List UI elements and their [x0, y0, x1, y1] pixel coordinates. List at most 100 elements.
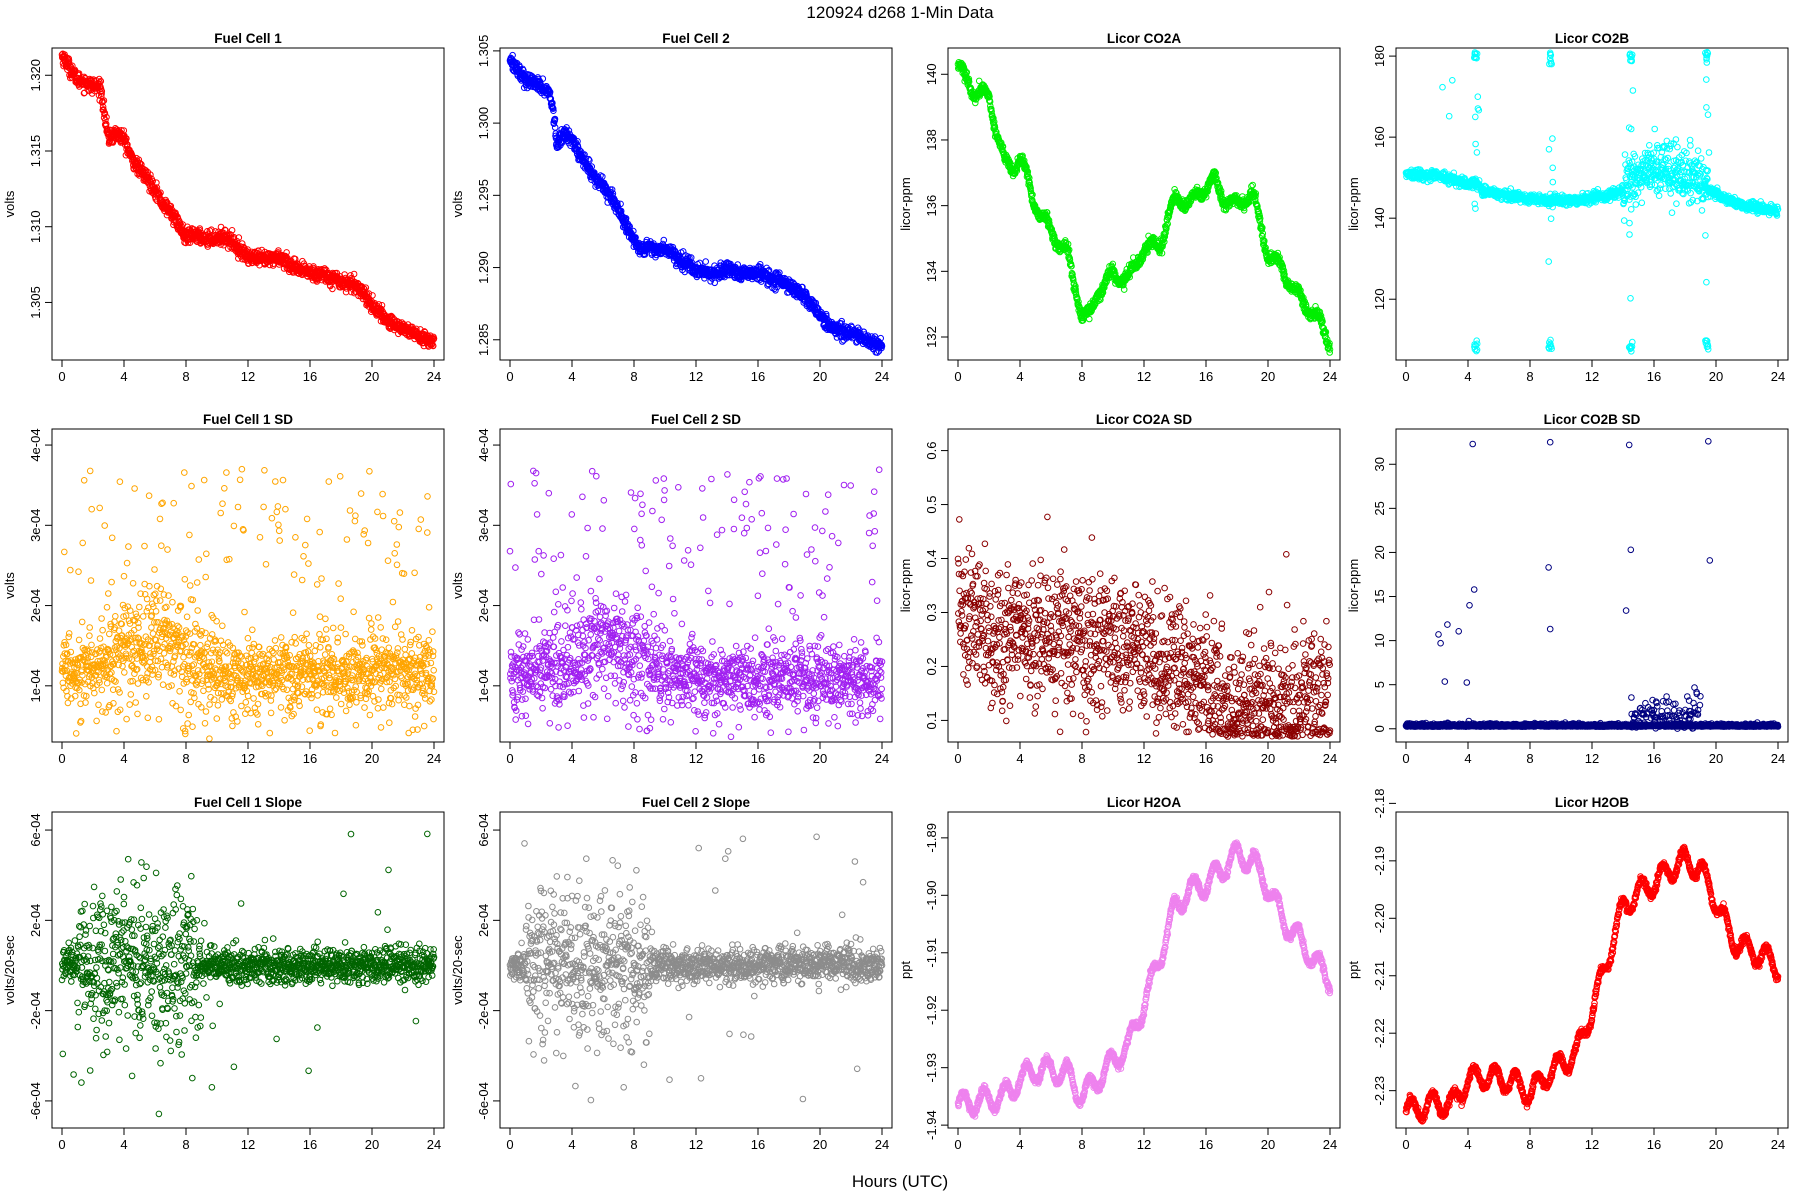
- data-point: [98, 87, 106, 95]
- data-point: [99, 103, 107, 111]
- data-point: [98, 90, 105, 97]
- x-tick-label: 24: [427, 369, 441, 384]
- x-tick-label: 8: [1526, 369, 1533, 384]
- data-point: [350, 270, 358, 278]
- y-tick-label: 120: [1372, 288, 1387, 310]
- data-point: [157, 189, 164, 196]
- data-point: [378, 302, 386, 309]
- data-point: [702, 258, 710, 265]
- panel-title: Licor CO2B: [1555, 31, 1630, 46]
- data-point: [362, 284, 370, 292]
- data-point: [1449, 77, 1456, 84]
- figure-title: 120924 d268 1-Min Data: [806, 3, 994, 22]
- x-tick-label: 12: [1137, 369, 1151, 384]
- x-tick-label: 8: [1078, 369, 1085, 384]
- data-point: [75, 70, 83, 77]
- x-tick-label: 0: [58, 369, 65, 384]
- plot-frame: [499, 47, 893, 361]
- panel-2: Licor CO2A licor-ppm 0 4 8 12 16 20 24 132 134 136 1…: [898, 31, 1341, 384]
- x-tick-label: 16: [751, 369, 765, 384]
- plot-frame: [947, 47, 1341, 361]
- x-tick-label: 4: [120, 369, 127, 384]
- data-point: [176, 220, 184, 228]
- panel-0: Fuel Cell 1 volts 0 4 8 12 16 20 24 1.305 1.310 1.3…: [2, 31, 445, 384]
- data-point: [153, 179, 160, 186]
- data-point: [329, 285, 336, 293]
- y-tick-label: 136: [924, 195, 939, 217]
- y-tick-label: 1.305: [28, 286, 43, 319]
- x-tick-label: 8: [630, 369, 637, 384]
- x-tick-label: 4: [568, 369, 575, 384]
- data-point: [96, 78, 103, 86]
- data-point: [1439, 83, 1446, 91]
- x-tick-label: 4: [1016, 369, 1023, 384]
- panels: Fuel Cell 1 volts 0 4 8 12 16 20 24 1.305 1.310 1.3…: [2, 31, 1789, 1152]
- x-tick-label: 12: [689, 369, 703, 384]
- data-point: [64, 56, 71, 63]
- data-point: [660, 236, 668, 244]
- y-tick-label: 134: [924, 260, 939, 282]
- panel-title: Fuel Cell 2: [662, 31, 730, 46]
- data-point: [123, 135, 130, 142]
- y-tick-label: 140: [924, 63, 939, 85]
- y-tick-label: 1.320: [28, 59, 43, 92]
- data-point: [142, 167, 150, 174]
- panel-title: Fuel Cell 1: [214, 31, 282, 46]
- y-tick-label: 180: [1372, 45, 1387, 67]
- x-tick-label: 0: [954, 369, 961, 384]
- x-tick-label: 24: [875, 369, 889, 384]
- data-point: [221, 226, 229, 234]
- y-axis-title: licor-ppm: [898, 177, 913, 230]
- y-tick-label: 138: [924, 129, 939, 151]
- x-tick-label: 12: [1585, 369, 1599, 384]
- y-axis-title: volts: [450, 190, 465, 217]
- data-point: [369, 292, 376, 299]
- x-tick-label: 20: [813, 369, 827, 384]
- x-tick-label: 24: [1323, 369, 1337, 384]
- y-tick-label: 1.300: [476, 107, 491, 140]
- data-point: [1445, 112, 1453, 120]
- y-tick-label: 132: [924, 326, 939, 348]
- x-tick-label: 16: [1199, 369, 1213, 384]
- data-point: [222, 227, 229, 234]
- data-point: [228, 227, 236, 234]
- x-tick-label: 24: [1771, 369, 1785, 384]
- y-tick-label: 1.310: [28, 210, 43, 243]
- x-tick-label: 16: [303, 369, 317, 384]
- data-point: [103, 113, 110, 121]
- data-point: [348, 288, 355, 296]
- x-tick-label: 0: [506, 369, 513, 384]
- y-tick-label: 1.305: [476, 35, 491, 68]
- x-tick-label: 16: [1647, 369, 1661, 384]
- y-tick-label: 1.295: [476, 179, 491, 212]
- y-axis-title: volts: [2, 190, 17, 217]
- panel-1: Fuel Cell 2 volts 0 4 8 12 16 20 24 1.285 1.290 1.2…: [450, 31, 893, 384]
- y-tick-label: 1.290: [476, 251, 491, 284]
- x-tick-label: 8: [182, 369, 189, 384]
- data-point: [365, 290, 373, 297]
- x-tick-label: 0: [1402, 369, 1409, 384]
- data-point: [1249, 181, 1256, 189]
- data-point: [284, 256, 292, 264]
- y-tick-label: 1.285: [476, 324, 491, 357]
- data-point: [97, 77, 105, 85]
- x-axis-label: Hours (UTC): [852, 1172, 948, 1191]
- x-tick-label: 12: [241, 369, 255, 384]
- x-tick-label: 20: [365, 369, 379, 384]
- data-point: [208, 226, 215, 233]
- data-point: [147, 171, 154, 178]
- data-point: [101, 110, 109, 117]
- y-axis-title: licor-ppm: [1346, 177, 1361, 230]
- x-tick-label: 4: [1464, 369, 1471, 384]
- data-point: [100, 97, 108, 104]
- x-tick-label: 20: [1709, 369, 1723, 384]
- y-tick-label: 160: [1372, 126, 1387, 148]
- panel-title: Licor CO2A: [1107, 31, 1182, 46]
- y-tick-label: 1.315: [28, 135, 43, 168]
- data-point: [67, 63, 75, 70]
- x-tick-label: 20: [1261, 369, 1275, 384]
- data-point: [235, 234, 243, 241]
- data-point: [551, 124, 559, 131]
